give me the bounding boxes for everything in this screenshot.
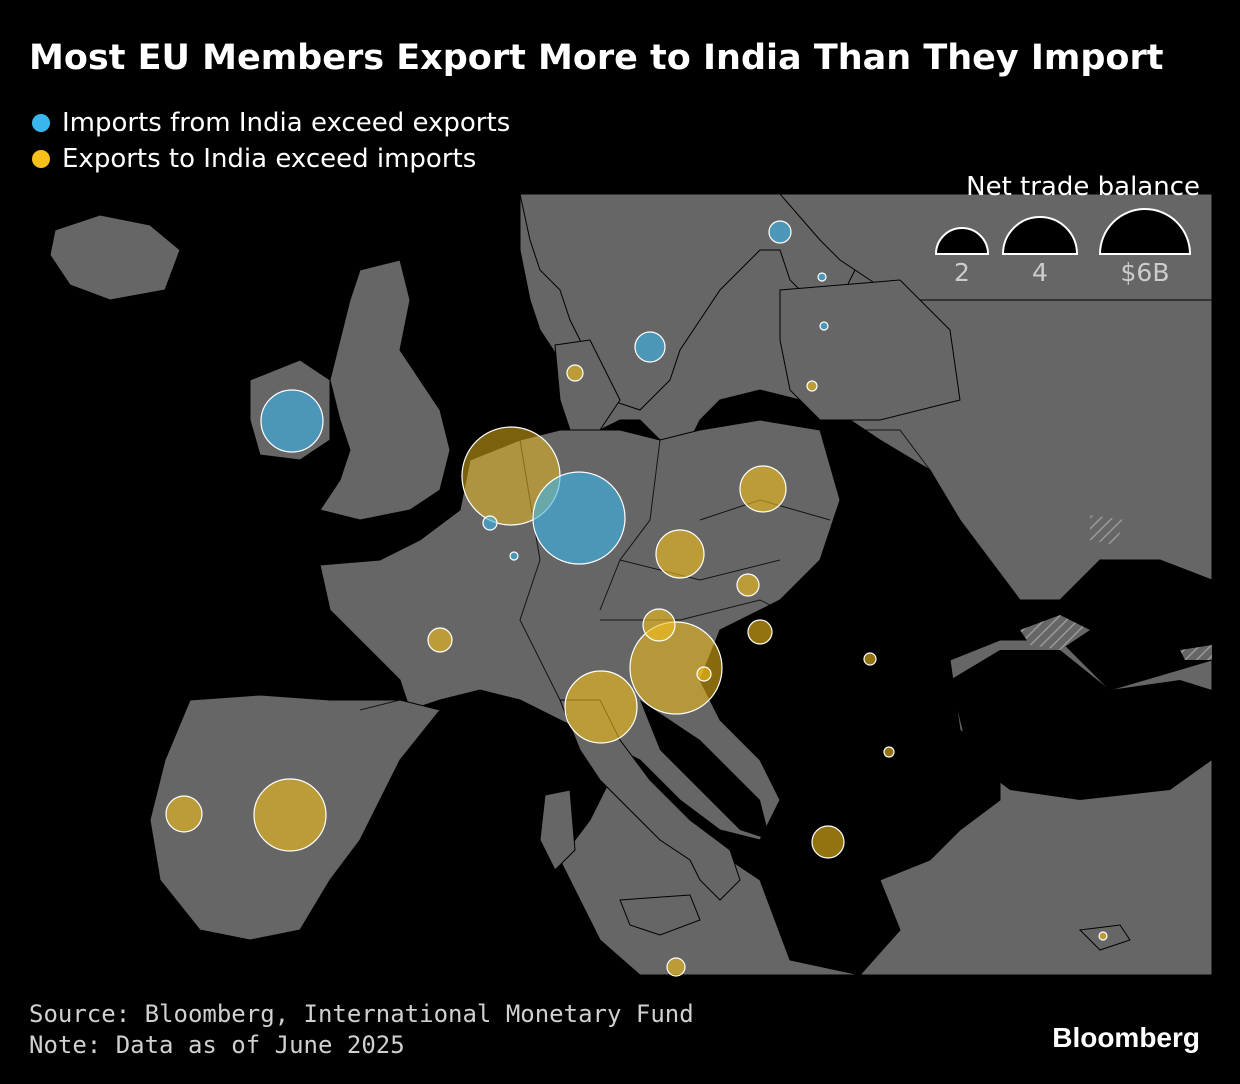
sea-black bbox=[950, 650, 1212, 800]
size-legend-4 bbox=[1001, 216, 1079, 255]
hatch-donbas bbox=[1090, 515, 1125, 545]
land-denmark bbox=[554, 339, 621, 431]
bubble-poland bbox=[739, 465, 787, 513]
bubble-belgium bbox=[482, 515, 498, 531]
bubble-france bbox=[427, 627, 453, 653]
bubble-croatia bbox=[696, 666, 712, 682]
sea-adriatic bbox=[640, 700, 770, 840]
bubble-latvia bbox=[819, 321, 829, 331]
bubble-romania bbox=[863, 652, 877, 666]
bubble-hungary bbox=[747, 619, 773, 645]
land-britain bbox=[319, 259, 451, 521]
size-legend-2 bbox=[934, 227, 990, 255]
land-baltics bbox=[779, 279, 961, 421]
bubble-estonia bbox=[817, 272, 827, 282]
yellow-dot-icon bbox=[32, 150, 50, 168]
size-legend-title: Net trade balance bbox=[966, 172, 1200, 202]
bubble-bulgaria bbox=[883, 746, 895, 758]
hatch-east bbox=[1180, 645, 1212, 660]
bubble-spain bbox=[253, 778, 327, 852]
land-sicily bbox=[619, 894, 701, 936]
legend-label-exports: Exports to India exceed imports bbox=[62, 144, 477, 174]
bubble-lithuania bbox=[806, 380, 818, 392]
land-sardinia bbox=[539, 789, 576, 871]
land-scandinavia bbox=[519, 194, 881, 411]
bloomberg-logo: Bloomberg bbox=[1052, 1022, 1200, 1053]
bubble-germany bbox=[532, 471, 626, 565]
footer-source: Source: Bloomberg, International Monetar… bbox=[29, 1000, 694, 1028]
bubble-portugal bbox=[165, 795, 203, 833]
size-legend-label-4: 4 bbox=[1032, 258, 1048, 287]
bubble-sweden bbox=[634, 331, 666, 363]
land-italy bbox=[559, 699, 741, 901]
footer-note: Note: Data as of June 2025 bbox=[29, 1031, 405, 1059]
bubble-ireland bbox=[260, 389, 324, 453]
hatch-crimea bbox=[1020, 615, 1090, 650]
bubble-denmark bbox=[566, 364, 584, 382]
bubble-slovenia bbox=[629, 621, 723, 715]
bubble-greece bbox=[811, 825, 845, 859]
bubble-slovakia bbox=[736, 573, 760, 597]
bubble-cyprus bbox=[1098, 931, 1108, 941]
legend-label-imports: Imports from India exceed exports bbox=[62, 108, 511, 138]
bubbles bbox=[165, 220, 1108, 977]
size-legend-shapes bbox=[934, 208, 1192, 255]
size-legend-label-2: 2 bbox=[954, 258, 970, 287]
blue-dot-icon bbox=[32, 114, 50, 132]
bubble-malta bbox=[666, 957, 686, 977]
bubble-luxembourg bbox=[509, 551, 519, 561]
bubble-austria bbox=[642, 608, 676, 642]
chart-title: Most EU Members Export More to India Tha… bbox=[29, 38, 1164, 78]
legend-item-exports: Exports to India exceed imports bbox=[32, 144, 476, 174]
bubble-czechia bbox=[655, 529, 705, 579]
bubble-finland bbox=[768, 220, 792, 244]
size-legend-6 bbox=[1098, 208, 1192, 255]
size-legend-label-6: $6B bbox=[1120, 258, 1170, 287]
map-land bbox=[49, 194, 1212, 975]
legend-item-imports: Imports from India exceed exports bbox=[32, 108, 510, 138]
land-west bbox=[319, 419, 841, 841]
bubble-italy bbox=[564, 670, 638, 744]
land-iceland bbox=[49, 214, 181, 301]
